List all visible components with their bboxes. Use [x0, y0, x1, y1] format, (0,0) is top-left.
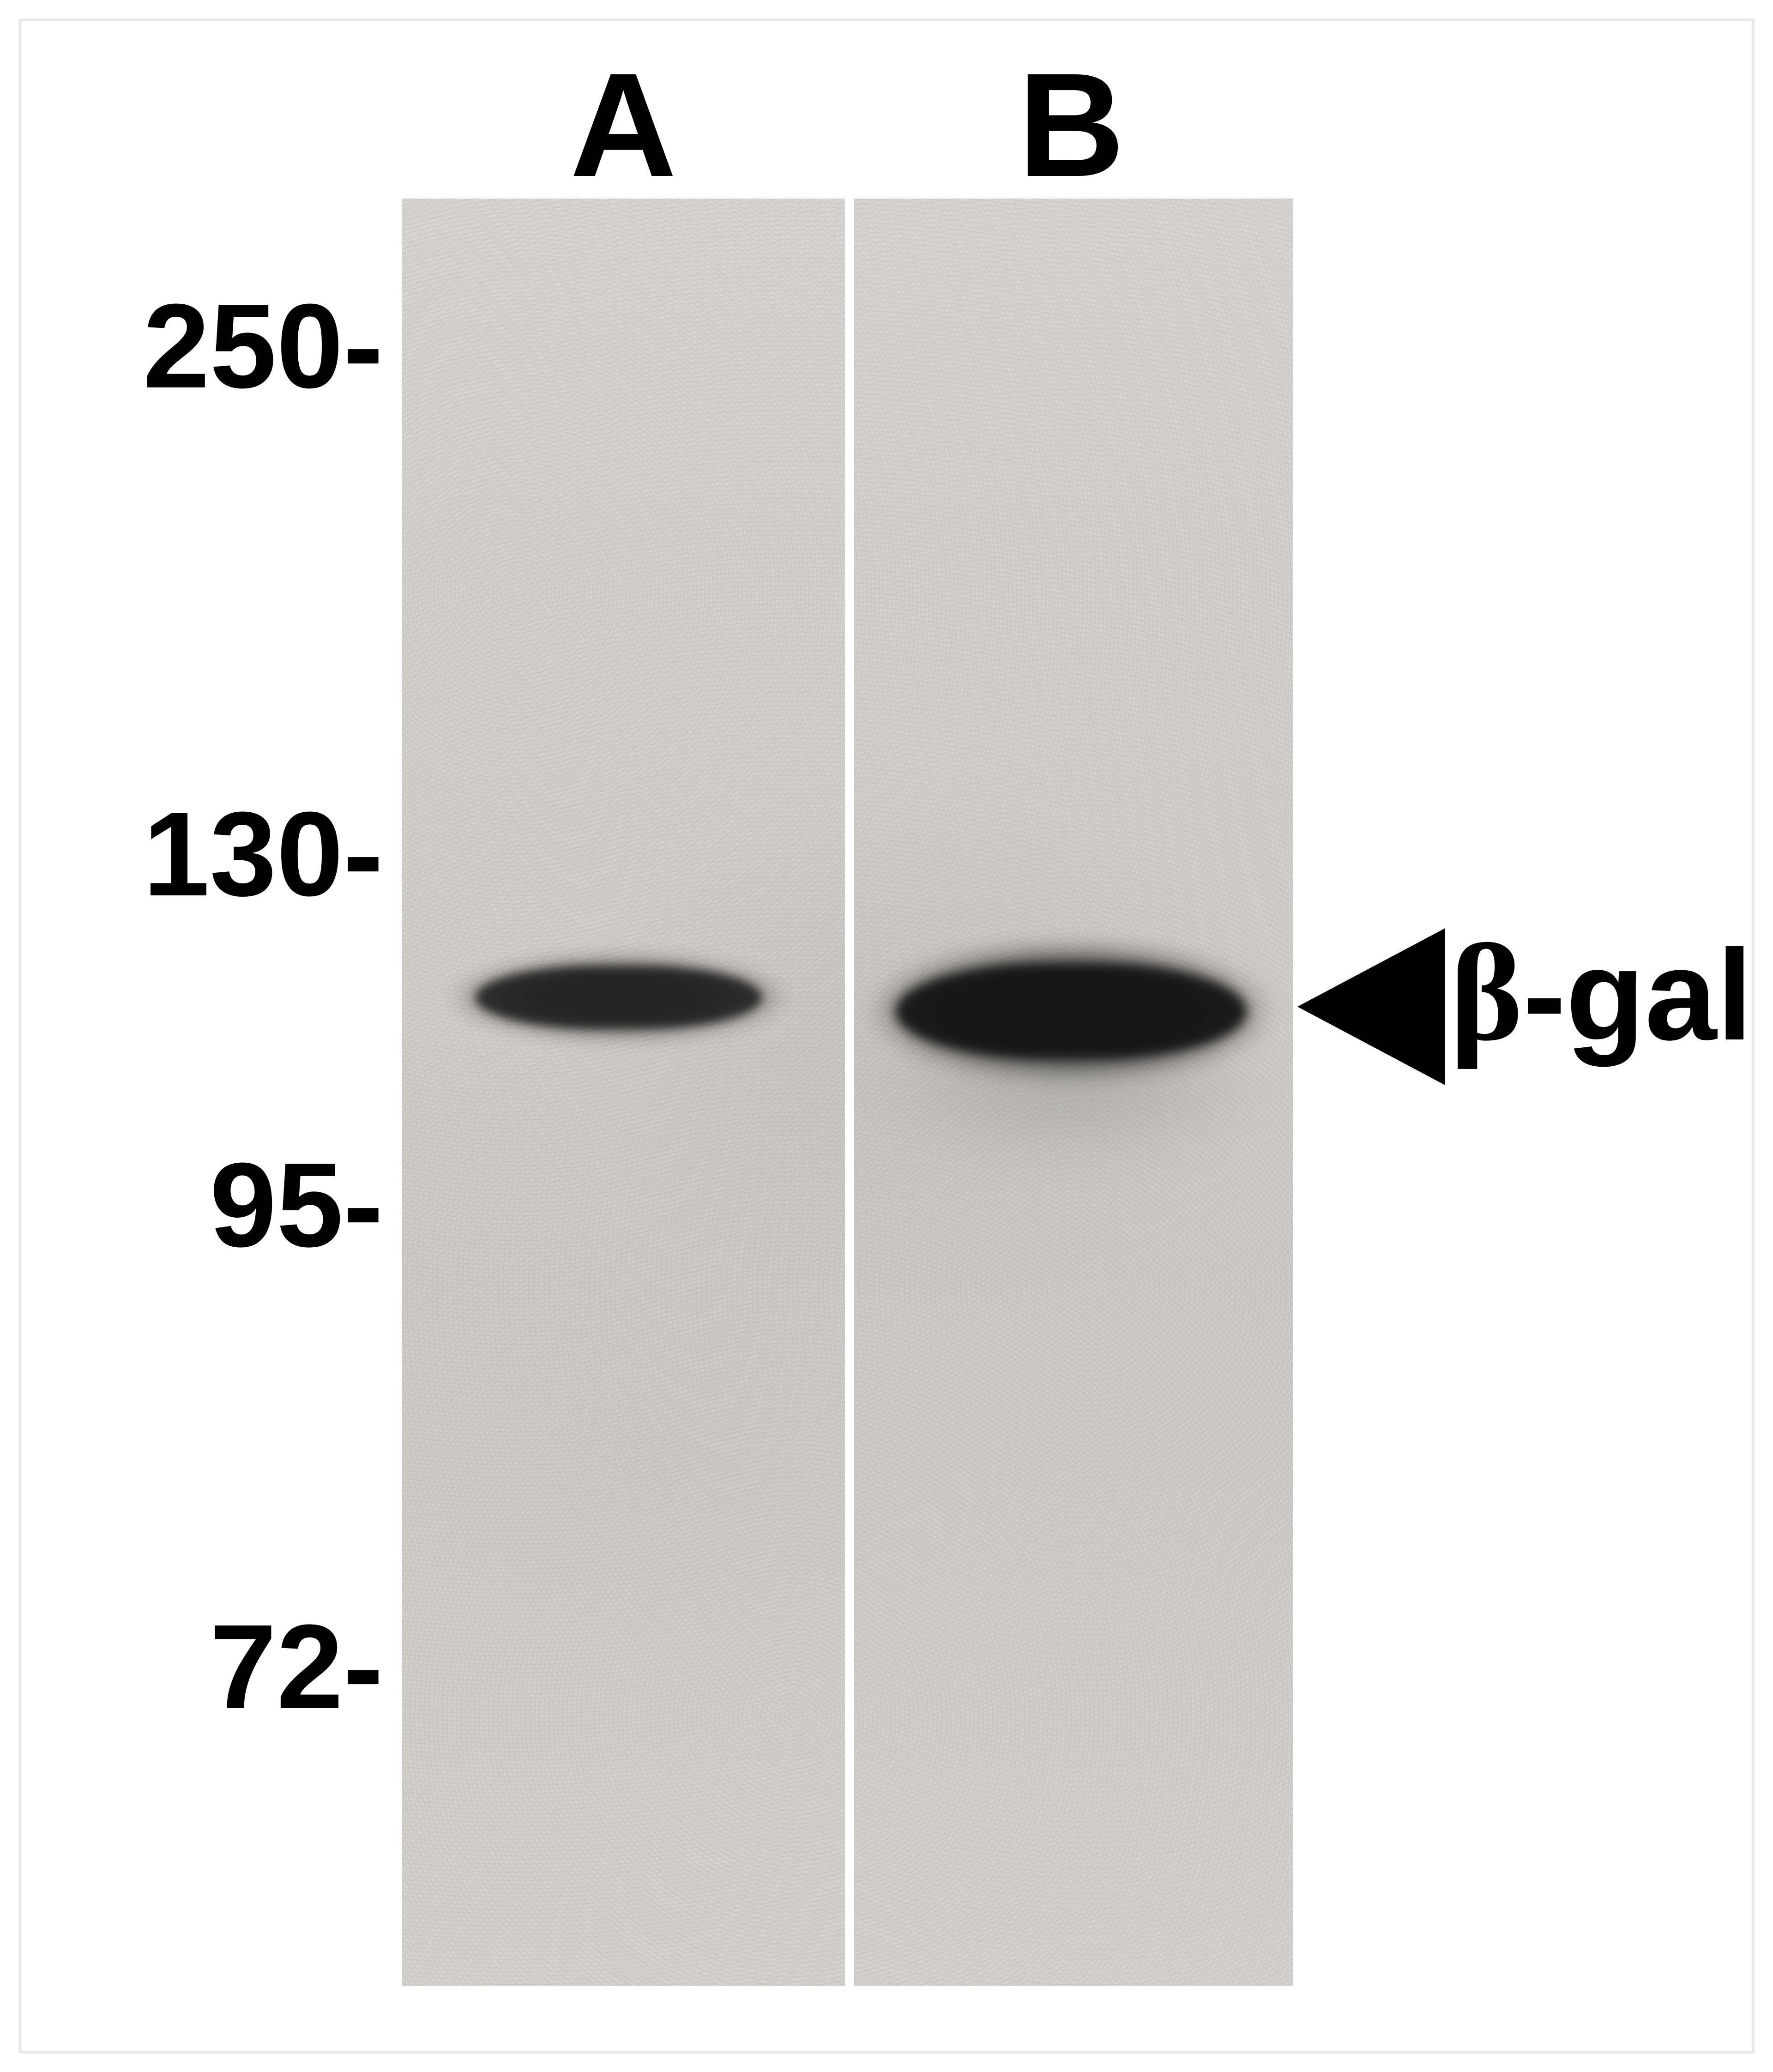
- lane-label-b: B: [1002, 51, 1140, 199]
- lane-label-a: A: [554, 51, 693, 199]
- mw-marker-95: 95-: [60, 1145, 383, 1265]
- mw-marker-250: 250-: [60, 286, 383, 406]
- band-lane-a-core: [476, 967, 762, 1027]
- target-arrow-icon: [1297, 924, 1454, 1090]
- target-label: β-gal: [1450, 924, 1753, 1062]
- mw-marker-130: 130-: [60, 794, 383, 914]
- western-blot-figure: A B 250- 130- 95- 72- β-gal: [0, 0, 1773, 2072]
- mw-marker-72: 72-: [60, 1607, 383, 1727]
- target-label-suffix: -gal: [1523, 930, 1753, 1060]
- band-lane-b-core: [896, 965, 1247, 1057]
- target-label-beta: β: [1450, 924, 1523, 1062]
- lane-divider: [845, 199, 854, 1986]
